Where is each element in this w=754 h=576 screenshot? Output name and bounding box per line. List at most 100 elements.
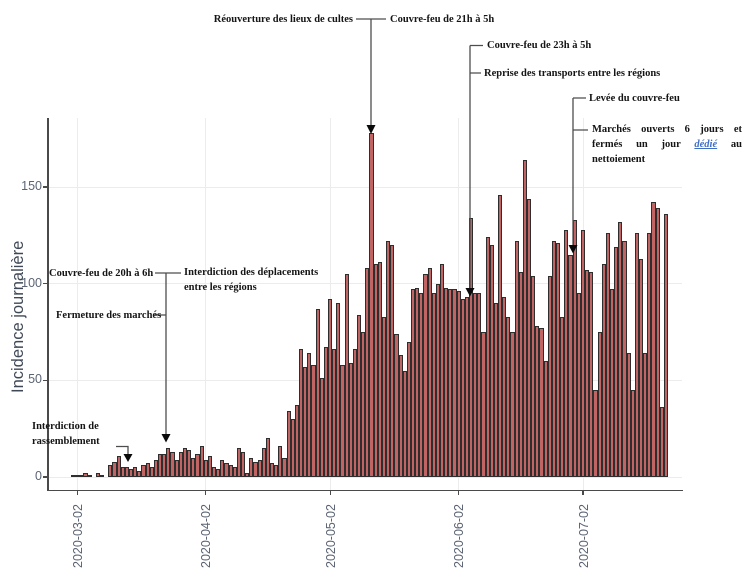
incidence-bar — [307, 353, 312, 477]
incidence-bar — [597, 332, 602, 477]
incidence-bar — [137, 471, 142, 477]
gridline-horizontal — [48, 283, 682, 285]
incidence-bar — [294, 405, 299, 477]
incidence-bar — [153, 459, 159, 477]
incidence-bar — [435, 283, 440, 477]
incidence-bar — [87, 475, 92, 478]
incidence-bar — [120, 467, 125, 477]
incidence-bar — [498, 194, 503, 477]
incidence-bar — [431, 293, 436, 477]
gridline-horizontal — [48, 476, 682, 478]
incidence-bar — [158, 453, 163, 477]
incidence-bar — [514, 241, 519, 477]
annotation-marches-ouverts: Marchés ouverts 6 jours et fermés un jou… — [592, 122, 742, 167]
y-tick-label: 150 — [21, 179, 42, 193]
incidence-bar — [216, 469, 221, 477]
annotation-levee-couvre-feu: Levée du couvre-feu — [589, 93, 680, 104]
incidence-bar — [203, 459, 208, 477]
incidence-bar — [274, 465, 279, 477]
incidence-bar — [605, 233, 610, 477]
incidence-bar — [145, 463, 150, 477]
incidence-bar — [460, 299, 465, 477]
incidence-bar — [228, 465, 233, 477]
incidence-bar — [551, 241, 557, 477]
incidence-bar — [365, 268, 370, 477]
y-tick-mark — [43, 283, 48, 285]
incidence-bar — [390, 245, 395, 477]
arrow-down-icon — [123, 454, 133, 462]
incidence-bar — [311, 364, 316, 477]
x-tick-mark — [76, 490, 78, 495]
incidence-bar — [522, 159, 528, 477]
incidence-bar — [402, 370, 407, 477]
incidence-bar — [141, 465, 146, 477]
connector-couvrefeu20h-deplacements-fermeture — [153, 272, 181, 434]
incidence-bar — [560, 316, 565, 477]
incidence-bar — [452, 289, 457, 477]
incidence-bar — [419, 293, 424, 477]
incidence-bar — [108, 465, 113, 477]
incidence-bar — [481, 332, 486, 477]
incidence-bar — [585, 270, 590, 477]
incidence-bar — [655, 208, 660, 477]
gridline-horizontal — [48, 186, 682, 188]
y-axis-line — [47, 118, 49, 491]
incidence-bar — [477, 293, 482, 477]
annotation-interdiction-rassemblement: Interdiction de rassemblement — [32, 419, 127, 449]
incidence-bar — [95, 473, 100, 477]
incidence-bar — [149, 467, 154, 477]
annotation-fermeture-marches: Fermeture des marchés — [56, 310, 162, 321]
interdiction-deplacements-line1: Interdiction des déplacements — [184, 267, 319, 278]
x-tick-mark — [582, 490, 584, 495]
incidence-bar — [568, 254, 573, 477]
incidence-bar — [651, 202, 656, 477]
incidence-bar — [398, 355, 403, 477]
incidence-bar — [576, 293, 581, 477]
incidence-bar — [535, 326, 540, 477]
annotation-couvre-feu-23h-5h: Couvre-feu de 23h à 5h — [487, 40, 592, 51]
incidence-bar — [187, 449, 192, 477]
y-tick-mark — [43, 379, 48, 381]
incidence-bar — [502, 297, 507, 477]
incidence-bar — [410, 289, 416, 477]
y-tick-mark — [43, 186, 48, 188]
connector-reouverture-couvrefeu21h — [356, 18, 386, 126]
annotation-interdiction-deplacements: Interdiction des déplacements entre les … — [184, 265, 334, 295]
y-tick-label: 0 — [35, 469, 42, 483]
x-tick-mark — [458, 490, 460, 495]
incidence-bar — [236, 448, 241, 477]
incidence-bar — [269, 463, 275, 477]
incidence-bar — [439, 264, 445, 477]
incidence-bar — [166, 448, 171, 477]
incidence-bar — [427, 268, 432, 477]
incidence-bar — [253, 461, 258, 477]
incidence-bar — [601, 264, 606, 477]
incidence-bar — [589, 272, 594, 477]
incidence-bar — [282, 457, 287, 477]
incidence-bar — [174, 459, 179, 477]
incidence-bar — [630, 390, 635, 477]
incidence-bar — [352, 349, 358, 477]
incidence-bar — [182, 448, 188, 477]
incidence-bar — [278, 446, 283, 477]
x-tick-label: 2020-05-02 — [323, 504, 338, 568]
incidence-bar — [506, 316, 511, 477]
dedie-link[interactable]: dédié — [694, 139, 718, 150]
incidence-bar — [224, 463, 229, 477]
incidence-bar — [394, 333, 399, 477]
incidence-bar — [286, 411, 291, 477]
incidence-bar — [348, 362, 353, 477]
incidence-bar — [381, 316, 387, 477]
incidence-bar — [531, 275, 536, 477]
incidence-bar — [240, 451, 246, 477]
incidence-bar — [444, 287, 449, 477]
incidence-bar — [448, 289, 453, 477]
incidence-bar — [493, 303, 498, 477]
incidence-bar — [290, 419, 295, 477]
incidence-bar — [547, 275, 552, 477]
incidence-bar — [195, 453, 200, 477]
incidence-bar — [336, 303, 341, 477]
incidence-bar — [527, 198, 532, 477]
incidence-bar — [659, 407, 664, 477]
gridline-vertical — [76, 118, 78, 490]
